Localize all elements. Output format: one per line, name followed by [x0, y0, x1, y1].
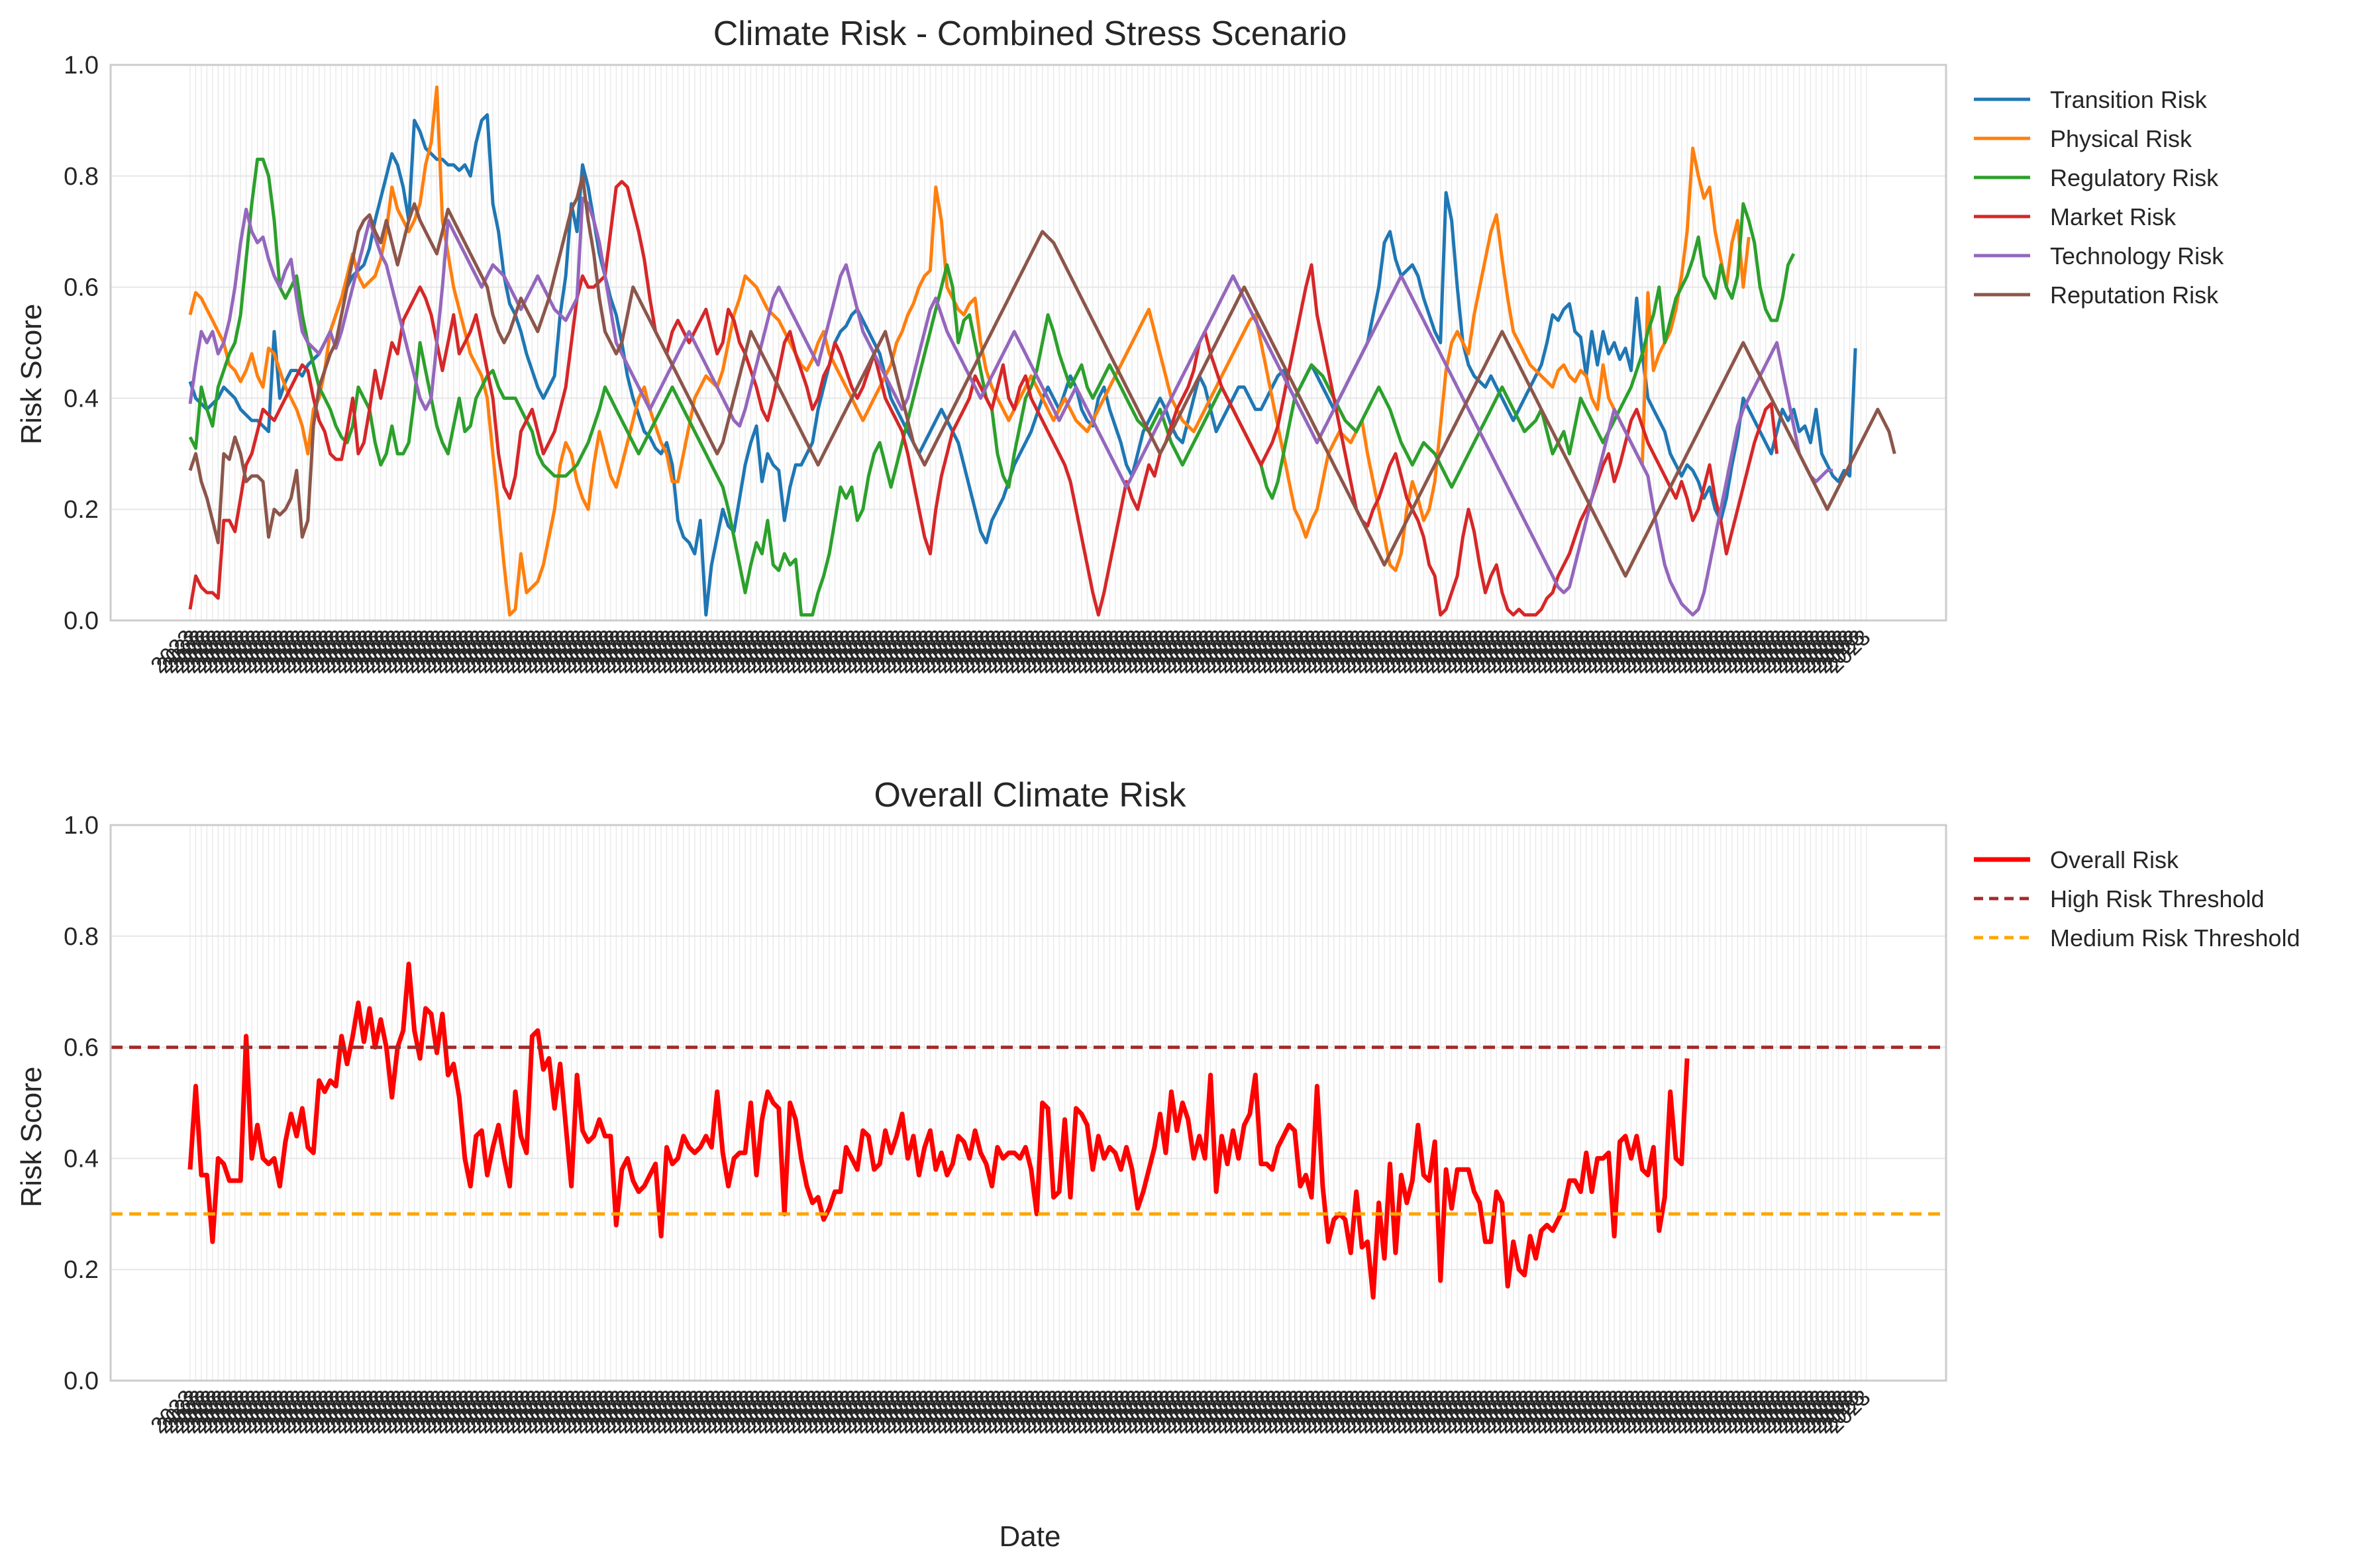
- bottom-chart-title: Overall Climate Risk: [874, 776, 1187, 814]
- top-chart-legend-label-reputation-risk: Reputation Risk: [2050, 281, 2219, 309]
- bottom-chart-legend: Overall Risk High Risk Threshold Medium Ri…: [1974, 846, 2300, 952]
- top-chart-reputation-risk-line: [188, 174, 1896, 578]
- bottom-chart-y-tick-label: 1.0: [64, 812, 99, 840]
- bottom-chart-overall-risk-line: [187, 961, 1690, 1300]
- top-chart-legend-label-market-risk: Market Risk: [2050, 203, 2177, 230]
- top-chart-physical-risk-line: [188, 85, 1751, 617]
- bottom-chart-y-tick-label: 0.6: [64, 1034, 99, 1062]
- bottom-chart-y-ticks: 0.0 0.2 0.4 0.6 0.8 1.0: [64, 812, 99, 1395]
- top-chart-x-ticks: 2023202320232023202320232023202320232023…: [146, 625, 1875, 678]
- bottom-chart-y-tick-label: 0.2: [64, 1256, 99, 1284]
- bottom-chart-series: [111, 961, 1946, 1300]
- top-chart-legend-label-physical-risk: Physical Risk: [2050, 125, 2192, 152]
- top-chart-frame: [109, 64, 1947, 622]
- top-chart-series: [188, 85, 1896, 617]
- top-chart-grid: [111, 64, 1946, 621]
- top-chart-y-tick-label: 1.0: [64, 52, 99, 79]
- top-chart-y-tick-label: 0.6: [64, 274, 99, 302]
- top-chart-y-axis-label: Risk Score: [15, 304, 48, 445]
- bottom-chart-frame: [109, 824, 1947, 1382]
- bottom-chart-y-tick-label: 0.8: [64, 923, 99, 951]
- top-chart-technology-risk-line: [188, 196, 1833, 617]
- top-chart-y-tick-label: 0.2: [64, 496, 99, 524]
- bottom-chart-legend-label-high-risk-threshold: High Risk Threshold: [2050, 885, 2264, 912]
- top-chart-legend-label-technology-risk: Technology Risk: [2050, 242, 2224, 270]
- top-chart-transition-risk-line: [188, 113, 1857, 617]
- top-chart-y-ticks: 0.0 0.2 0.4 0.6 0.8 1.0: [64, 52, 99, 635]
- top-chart-title: Climate Risk - Combined Stress Scenario: [713, 15, 1347, 53]
- top-chart-y-tick-label: 0.0: [64, 607, 99, 635]
- bottom-chart-y-axis-label: Risk Score: [15, 1067, 48, 1208]
- top-chart-y-tick-label: 0.4: [64, 385, 99, 413]
- bottom-chart-y-tick-label: 0.0: [64, 1367, 99, 1395]
- top-chart-legend-label-transition-risk: Transition Risk: [2050, 86, 2208, 113]
- bottom-chart-legend-label-medium-risk-threshold: Medium Risk Threshold: [2050, 924, 2300, 952]
- bottom-chart-y-tick-label: 0.4: [64, 1145, 99, 1173]
- bottom-chart-x-axis-label: Date: [1000, 1520, 1061, 1553]
- bottom-chart-x-ticks: 2023202320232023202320232023202320232023…: [146, 1385, 1875, 1438]
- top-chart-y-tick-label: 0.8: [64, 163, 99, 191]
- top-chart: Climate Risk - Combined Stress Scenario …: [15, 15, 2224, 678]
- top-chart-legend: Transition Risk Physical Risk Regulatory R…: [1974, 86, 2224, 309]
- bottom-chart: Overall Climate Risk Risk Score Date 0.0…: [15, 776, 2300, 1553]
- bottom-chart-legend-label-overall-risk: Overall Risk: [2050, 846, 2179, 873]
- top-chart-legend-label-regulatory-risk: Regulatory Risk: [2050, 164, 2219, 191]
